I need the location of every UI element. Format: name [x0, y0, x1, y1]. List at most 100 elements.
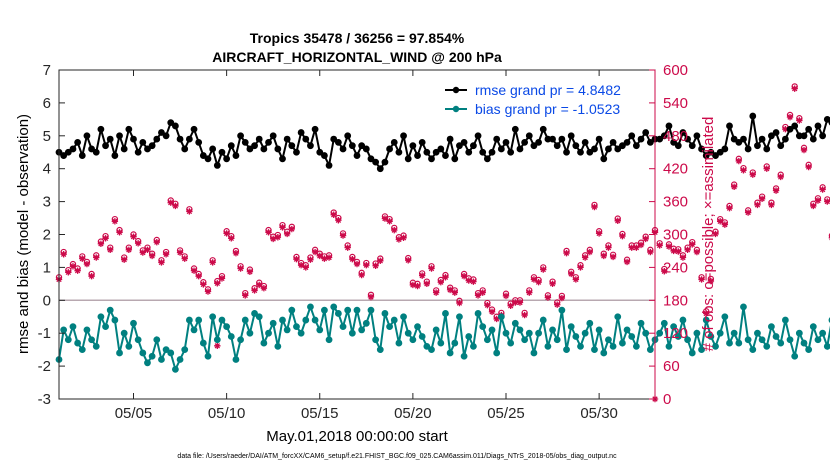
- bias-point: [274, 342, 282, 350]
- rmse-point: [293, 148, 300, 156]
- obs-assimilated-point: [330, 211, 337, 218]
- bias-point: [451, 339, 459, 347]
- obs-assimilated-point: [633, 244, 640, 251]
- obs-assimilated-point: [488, 308, 496, 316]
- rmse-point: [97, 125, 105, 133]
- rmse-point: [470, 142, 477, 150]
- bias-point: [162, 346, 170, 354]
- y-tick-label: -1: [38, 325, 51, 342]
- x-tick-label: 05/20: [394, 405, 432, 422]
- obs-assimilated-point: [162, 251, 170, 258]
- rmse-point: [400, 132, 407, 140]
- obs-assimilated-point: [190, 267, 198, 274]
- obs-assimilated-point: [405, 257, 412, 264]
- rmse-point: [823, 115, 830, 123]
- obs-assimilated-point: [79, 255, 86, 262]
- bias-point: [609, 342, 617, 350]
- obs-assimilated-point: [614, 217, 621, 224]
- bias-point: [749, 346, 757, 354]
- obs-assimilated-point: [703, 310, 710, 317]
- bias-point: [251, 310, 258, 317]
- rmse-point: [521, 138, 529, 146]
- bias-point: [577, 342, 584, 350]
- rmse-point: [460, 138, 468, 146]
- rmse-point: [758, 135, 766, 143]
- rmse-point: [432, 148, 440, 156]
- rmse-point: [721, 145, 729, 153]
- obs-assimilated-point: [209, 259, 216, 266]
- obs-assimilated-point: [186, 208, 193, 215]
- y2-tick-label: 120: [663, 325, 688, 342]
- rmse-point: [213, 162, 221, 169]
- bias-point: [665, 342, 673, 350]
- chart-subtitle: AIRCRAFT_HORIZONTAL_WIND @ 200 hPa: [212, 49, 502, 65]
- obs-assimilated-point: [339, 232, 347, 239]
- bias-point: [395, 339, 403, 347]
- bias-point: [642, 329, 650, 337]
- bias-point: [814, 336, 822, 344]
- rmse-point: [483, 155, 491, 163]
- y2-tick-label: 600: [663, 62, 688, 79]
- bias-point: [670, 323, 678, 331]
- rmse-point: [772, 129, 780, 136]
- rmse-point: [558, 135, 566, 143]
- rmse-point: [763, 145, 771, 153]
- obs-assimilated-point: [302, 264, 309, 271]
- bias-point: [288, 306, 296, 314]
- rmse-point: [232, 152, 240, 159]
- bias-point: [614, 313, 622, 321]
- rmse-point: [488, 148, 496, 156]
- rmse-point: [502, 138, 510, 146]
- rmse-point: [507, 148, 515, 156]
- rmse-point: [768, 132, 775, 140]
- obs-assimilated-point: [730, 183, 738, 190]
- rmse-point: [218, 148, 226, 156]
- rmse-point: [404, 155, 412, 163]
- bias-point: [423, 342, 431, 350]
- bias-point: [344, 306, 352, 314]
- rmse-point: [172, 122, 179, 130]
- x-tick-label: 05/10: [208, 405, 246, 422]
- obs-assimilated-point: [721, 221, 729, 228]
- rmse-point: [684, 135, 691, 143]
- rmse-point: [423, 148, 431, 156]
- rmse-point: [549, 135, 556, 143]
- bias-point: [497, 313, 505, 321]
- obs-assimilated-point: [265, 229, 272, 236]
- rmse-point: [781, 135, 789, 143]
- obs-assimilated-point: [484, 302, 491, 309]
- bias-point: [768, 323, 775, 331]
- rmse-point: [288, 142, 296, 150]
- rmse-point: [386, 145, 393, 153]
- rmse-point: [646, 138, 654, 146]
- rmse-point: [516, 145, 524, 153]
- obs-assimilated-point: [358, 271, 365, 279]
- obs-assimilated-point: [172, 202, 179, 210]
- bias-point: [125, 342, 133, 350]
- bias-point: [567, 323, 575, 331]
- bias-point: [702, 316, 710, 324]
- obs-assimilated-point: [214, 280, 221, 287]
- obs-assimilated-point: [111, 218, 119, 225]
- bias-point: [404, 329, 412, 337]
- bias-point: [781, 316, 789, 324]
- bias-point: [819, 329, 827, 337]
- rmse-point: [102, 142, 109, 150]
- bias-point: [334, 310, 342, 317]
- obs-assimilated-point: [93, 254, 100, 261]
- bias-point: [660, 319, 668, 327]
- bias-point: [381, 310, 389, 317]
- obs-assimilated-point: [139, 249, 147, 256]
- obs-assimilated-point: [428, 265, 435, 272]
- obs-assimilated-point: [465, 277, 472, 284]
- bias-point: [572, 333, 580, 340]
- bias-point: [539, 316, 547, 324]
- obs-assimilated-point: [665, 243, 673, 250]
- bias-point: [805, 346, 813, 354]
- y-tick-label: -2: [38, 358, 51, 375]
- obs-assimilated-point: [554, 301, 561, 308]
- rmse-line: [58, 115, 830, 171]
- bias-point: [754, 329, 761, 337]
- bias-point: [679, 316, 687, 324]
